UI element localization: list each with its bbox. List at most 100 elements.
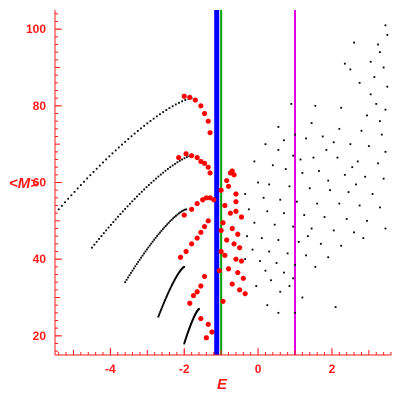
black-curve-4-point [158, 312, 161, 315]
y-axis-label: <M> [9, 175, 39, 192]
black-curve-1-point [168, 107, 171, 109]
red-point [201, 273, 208, 280]
black-cloud-point [277, 126, 280, 128]
black-curve-4-point [177, 273, 179, 275]
black-cloud-point [290, 103, 293, 105]
black-curve-3-point [135, 263, 138, 265]
black-curve-3-point [160, 229, 163, 232]
black-cloud-point [349, 68, 352, 71]
red-point [209, 329, 215, 335]
red-point [235, 231, 241, 237]
black-cloud-point [319, 242, 322, 245]
black-cloud-point [384, 150, 387, 153]
black-curve-4-point [175, 275, 178, 277]
black-curve-5-point [187, 330, 190, 332]
red-point [207, 130, 213, 136]
black-cloud-point [264, 143, 267, 146]
black-curve-1-point [102, 161, 104, 164]
black-cloud-point [292, 225, 295, 228]
black-cloud-point [340, 106, 343, 109]
y-tick-label: 40 [33, 252, 47, 266]
black-cloud-point [253, 160, 256, 163]
red-point [218, 248, 224, 255]
black-curve-2-point [110, 223, 112, 226]
black-cloud-point [332, 229, 335, 232]
black-curve-3-point [159, 231, 161, 234]
black-curve-3-point [134, 265, 137, 268]
black-curve-3-point [164, 224, 167, 227]
black-curve-2-point [145, 186, 148, 189]
black-curve-4-point [164, 297, 167, 300]
black-cloud-point [297, 241, 300, 243]
black-curve-3-point [130, 272, 132, 274]
black-curve-2-point [166, 168, 169, 170]
red-point [198, 283, 204, 289]
axes-layer: -4 -2 0 2 20 40 60 80 100 [26, 10, 392, 376]
black-cloud-point [371, 193, 374, 195]
red-point [238, 214, 245, 220]
black-curve-5-point [184, 340, 186, 343]
black-cloud-point [373, 76, 376, 78]
black-curve-1-point [159, 113, 161, 116]
black-curve-1-point [57, 208, 60, 211]
black-cloud-point [347, 191, 350, 193]
black-cloud-point [271, 164, 274, 167]
red-point [189, 241, 195, 247]
black-curve-1-point [83, 180, 85, 183]
black-cloud-point [299, 158, 302, 161]
black-curve-2-point [162, 171, 165, 174]
red-point [238, 258, 245, 264]
black-cloud-point [314, 265, 317, 268]
black-curve-4-point [176, 274, 179, 276]
black-curve-1-point [105, 158, 108, 161]
black-curve-2-point [169, 166, 172, 169]
red-point [194, 289, 200, 295]
black-curve-2-point [185, 156, 188, 159]
black-cloud-point [384, 108, 387, 111]
black-curve-1-point [108, 155, 111, 158]
black-curve-2-point [126, 205, 129, 208]
y-tick-label: 20 [33, 329, 47, 343]
black-cloud-point [307, 235, 309, 238]
black-curve-2-point [98, 238, 100, 240]
red-point [242, 291, 248, 297]
black-curve-4-point [169, 288, 171, 290]
black-curve-5-point [189, 324, 192, 327]
red-point [229, 281, 235, 287]
black-cloud-point [356, 160, 359, 163]
black-curve-5-point [184, 338, 187, 341]
black-curve-3-point [157, 233, 160, 236]
red-point [189, 153, 195, 159]
black-curve-4-point [161, 304, 164, 307]
black-curve-3-point [175, 214, 177, 217]
black-cloud-point [314, 104, 317, 107]
black-curve-4-point [174, 277, 177, 280]
black-curve-2-point [174, 162, 176, 165]
black-cloud-point [244, 258, 247, 261]
black-curve-1-point [89, 174, 92, 177]
black-cloud-point [369, 93, 372, 96]
black-curve-1-point [70, 194, 73, 197]
black-curve-4-point [161, 306, 163, 309]
black-curve-1-point [64, 201, 66, 204]
black-curve-3-point [128, 274, 131, 277]
black-curve-3-point [150, 242, 153, 245]
black-cloud-point [353, 231, 355, 234]
red-point [183, 248, 189, 255]
black-cloud-point [251, 248, 254, 251]
black-cloud-point [366, 219, 368, 222]
black-curve-3-point [180, 210, 183, 213]
black-curve-2-point [155, 177, 157, 180]
black-curve-3-point [138, 258, 141, 261]
black-cloud-point [286, 252, 289, 255]
black-cloud-point [380, 133, 383, 136]
black-cloud-point [358, 81, 361, 84]
red-point [205, 118, 211, 124]
black-cloud-point [303, 214, 306, 216]
black-curve-1-point [117, 146, 120, 149]
black-curve-3-point [148, 244, 151, 247]
black-curve-4-point [170, 285, 173, 288]
black-cloud-point [277, 311, 280, 314]
red-point [203, 195, 209, 201]
